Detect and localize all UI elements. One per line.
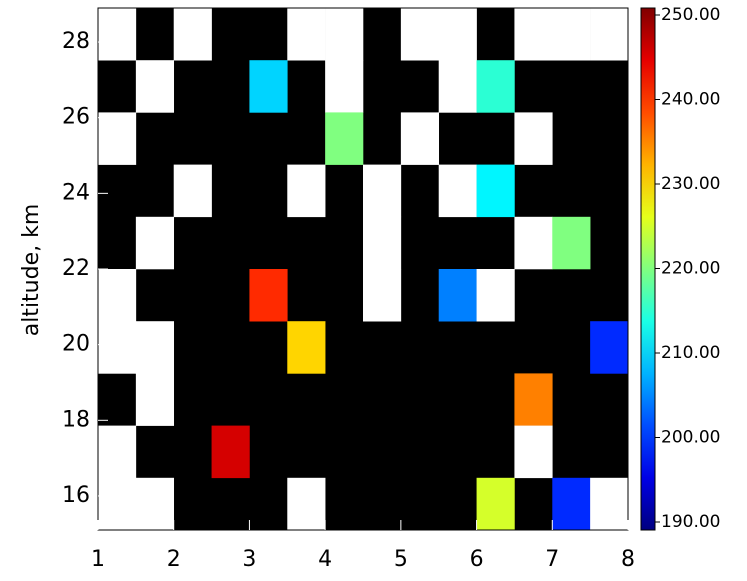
heatmap-cell <box>590 8 629 61</box>
heatmap-cell <box>173 8 212 61</box>
heatmap-cell <box>287 164 326 218</box>
y-tick-label: 24 <box>62 180 90 205</box>
heatmap-cell <box>514 425 553 479</box>
colorbar-tick-label: 220.00 <box>661 259 720 279</box>
heatmap-cell <box>287 8 326 61</box>
heatmap-cell <box>98 477 137 531</box>
heatmap-cell <box>476 60 515 113</box>
y-tick-label: 20 <box>62 332 90 357</box>
heatmap-cell <box>438 269 477 322</box>
heatmap-cell <box>476 477 515 531</box>
heatmap-cell <box>173 164 212 218</box>
heatmap-cell <box>249 60 288 113</box>
heatmap-cell <box>514 373 553 426</box>
y-axis-label: altitude, km <box>19 204 44 337</box>
colorbar-tick-label: 200.00 <box>661 428 720 448</box>
heatmap-cell <box>135 373 175 426</box>
x-tick-label: 4 <box>318 547 332 572</box>
y-tick-label: 28 <box>62 29 90 54</box>
heatmap-cell <box>438 8 477 61</box>
x-tick-label: 8 <box>621 547 635 572</box>
colorbar-tick-label: 240.00 <box>661 90 720 110</box>
heatmap-cell <box>363 216 402 270</box>
heatmap-cell <box>98 425 137 479</box>
x-tick-label: 6 <box>470 547 484 572</box>
heatmap-cell <box>249 269 288 322</box>
heatmap-cell <box>363 164 402 218</box>
heatmap-cell <box>325 60 364 113</box>
y-tick-label: 22 <box>62 256 90 281</box>
heatmap-cell <box>325 8 364 61</box>
heatmap-cell <box>514 8 553 61</box>
heatmap-cell <box>135 477 175 531</box>
x-tick-label: 1 <box>91 547 105 572</box>
heatmap-cell <box>438 164 477 218</box>
heatmap-cell <box>552 8 591 61</box>
heatmap-cell <box>514 112 553 165</box>
heatmap-cell <box>287 321 326 374</box>
heatmap-cell <box>476 164 515 218</box>
heatmap-cell <box>363 269 402 322</box>
colorbar-tick-label: 250.00 <box>661 5 720 25</box>
y-tick-label: 16 <box>62 483 90 508</box>
heatmap-cell <box>135 321 175 374</box>
heatmap-cell <box>552 216 591 270</box>
heatmap-cell <box>514 216 553 270</box>
x-tick-label: 3 <box>242 547 256 572</box>
heatmap-cell <box>287 477 326 531</box>
colorbar <box>640 7 656 531</box>
heatmap-cell <box>590 477 629 531</box>
heatmap-cell <box>98 8 137 61</box>
heatmap-cell <box>98 321 137 374</box>
heatmap-cell <box>552 477 591 531</box>
y-tick-label: 18 <box>62 407 90 432</box>
heatmap-cell <box>400 112 440 165</box>
y-tick-label: 26 <box>62 105 90 130</box>
heatmap-cell <box>135 60 175 113</box>
x-tick-label: 2 <box>167 547 181 572</box>
colorbar-tick-label: 190.00 <box>661 512 720 532</box>
x-tick-label: 5 <box>394 547 408 572</box>
heatmap-cell <box>135 216 175 270</box>
colorbar-tick-label: 210.00 <box>661 343 720 363</box>
heatmap-cell <box>590 321 629 374</box>
colorbar-tick-label: 230.00 <box>661 174 720 194</box>
heatmap-cell <box>400 8 440 61</box>
heatmap-cell <box>98 112 137 165</box>
x-tick-label: 7 <box>545 547 559 572</box>
heatmap-cell <box>438 60 477 113</box>
heatmap-cell <box>211 425 250 479</box>
heatmap-cell <box>98 269 137 322</box>
heatmap-cell <box>476 269 515 322</box>
heatmap-cell <box>325 112 364 165</box>
